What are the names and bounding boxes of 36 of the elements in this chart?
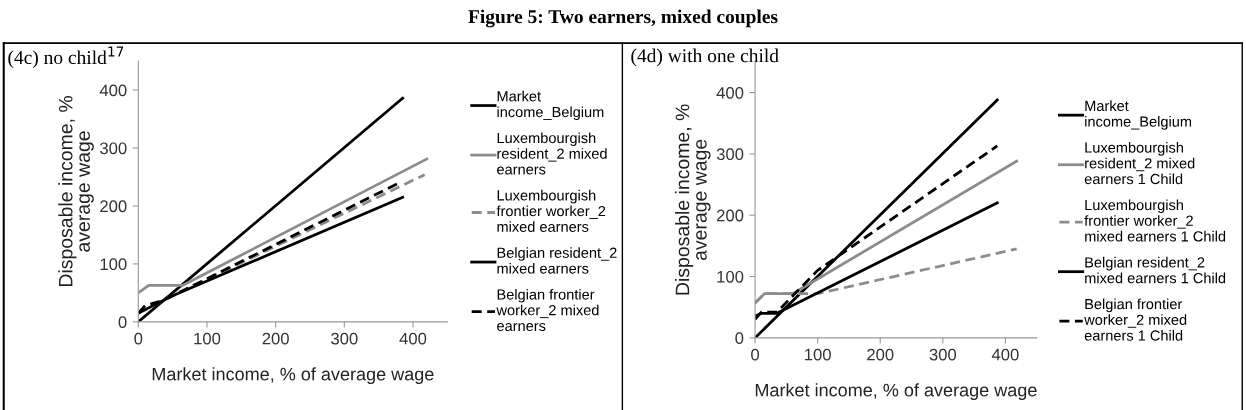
legend-label: Market income_Belgium [497, 90, 604, 121]
x-axis-title: Market income, % of average wage [755, 383, 1037, 401]
x-tick-label: 0 [751, 348, 760, 361]
legend-label: Luxembourgish frontier worker_2 mixed earners [496, 189, 606, 232]
x-tick-label: 300 [331, 332, 358, 345]
legend-label: Luxembourgish frontier worker_2 mixed earners 1 Child [1084, 199, 1226, 242]
chart-title: (4c) no child$^{17}$ [8, 46, 124, 69]
y-axis-title: Disposable income, % average wage [58, 95, 94, 287]
legend-label: Luxembourgish resident_2 mixed earners 1 Child [1084, 142, 1195, 185]
legend-label: Belgian resident_2 mixed earners [497, 247, 617, 274]
legend-label: Belgian frontier worker_2 mixed earners 1 Child [1084, 298, 1187, 341]
x-tick-label: 300 [929, 348, 957, 361]
legend-label: Luxembourgish resident_2 mixed earners [497, 132, 607, 175]
y-tick-label: 200 [717, 209, 744, 222]
x-tick-label: 400 [991, 348, 1019, 361]
y-tick-label: 100 [717, 270, 744, 283]
y-tick-label: 200 [100, 200, 127, 213]
y-tick-label: 300 [716, 148, 744, 161]
y-tick-label: 400 [716, 86, 744, 99]
y-tick-label: 300 [100, 142, 127, 155]
x-tick-label: 0 [134, 332, 143, 345]
legend-label: Belgian resident_2 mixed earners 1 Child [1085, 256, 1226, 284]
x-tick-label: 100 [805, 348, 831, 361]
legend-label: Market income_Belgium [1085, 100, 1192, 130]
x-tick-label: 200 [262, 332, 289, 345]
y-axis-title: Disposable income, % average wage [675, 104, 711, 295]
x-axis-title: Market income, % of average wage [152, 367, 434, 385]
y-tick-label: 0 [118, 316, 127, 329]
chart-title: (4d) with one child [631, 48, 779, 67]
y-tick-label: 400 [99, 84, 127, 97]
x-tick-label: 200 [867, 348, 894, 361]
x-tick-label: 400 [399, 332, 427, 345]
y-tick-label: 100 [100, 258, 127, 271]
x-tick-label: 100 [194, 332, 221, 345]
legend-label: Belgian frontier worker_2 mixed earners [496, 288, 599, 332]
caption: Figure 5: Two earners, mixed couples [468, 9, 778, 28]
